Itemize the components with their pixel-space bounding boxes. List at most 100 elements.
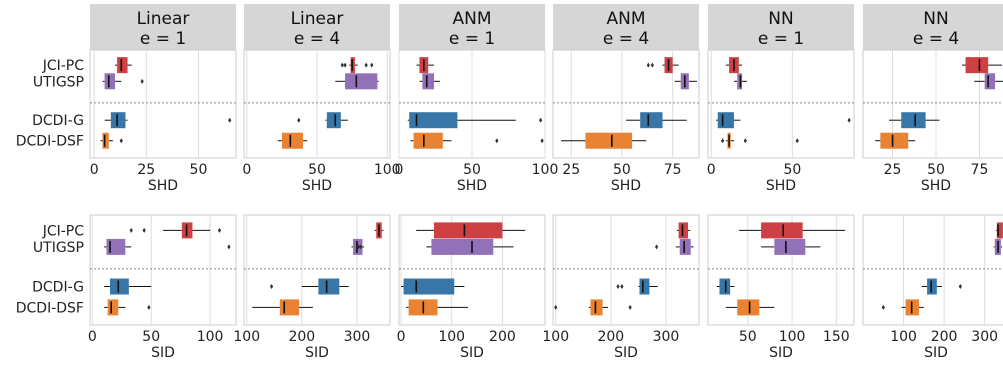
box-UTIGSP (654, 238, 694, 255)
panel-p8: 0 100 200 SID (397, 214, 546, 361)
box-UTIGSP (419, 73, 440, 90)
box-iqr (431, 238, 494, 255)
x-tick-label: 50 (463, 162, 481, 178)
x-axis-title: SHD (611, 178, 641, 194)
y-category-label: UTIGSP (33, 74, 84, 90)
x-tick-label: 50 (613, 162, 631, 178)
box-DCDI-G (407, 112, 543, 129)
panel-plot-area (552, 214, 700, 326)
x-tick-label: 100 (542, 329, 569, 345)
panel-title-strip (553, 4, 699, 50)
outlier-point (495, 138, 499, 144)
y-category-label: JCI-PC (42, 58, 85, 74)
panel-title-strip (863, 4, 1003, 50)
box-iqr (326, 112, 341, 129)
box-JCI-PC (646, 57, 679, 74)
outlier-point (217, 227, 222, 233)
box-DCDI-G (921, 278, 962, 295)
x-tick-label: 50 (927, 162, 945, 178)
box-DCDI-G (297, 112, 348, 129)
box-DCDI-DSF (554, 299, 632, 316)
panel-title-strip (90, 4, 236, 50)
box-iqr (433, 222, 503, 239)
x-axis-title: SID (305, 345, 329, 361)
outlier-point (881, 304, 885, 310)
y-category-label: DCDI-DSF (16, 134, 84, 150)
box-iqr (102, 132, 109, 149)
outlier-point (142, 227, 146, 233)
x-tick-label: 50 (308, 162, 326, 178)
box-JCI-PC (962, 57, 1003, 74)
x-tick-label: 50 (142, 329, 160, 345)
box-iqr (640, 112, 663, 129)
x-tick-label: 200 (288, 329, 315, 345)
x-axis-title: SID (614, 345, 638, 361)
box-iqr (281, 132, 303, 149)
x-tick-label: 50 (783, 162, 801, 178)
panel-plot-area (862, 214, 1003, 326)
box-iqr (318, 278, 340, 295)
box-iqr (639, 278, 650, 295)
box-iqr (880, 132, 909, 149)
outlier-point (370, 62, 374, 68)
box-DCDI-DSF (410, 132, 544, 149)
panel-title-line2: e = 1 (758, 29, 804, 49)
x-tick-label: 300 (344, 329, 371, 345)
outlier-point (721, 138, 725, 144)
outlier-point (646, 62, 650, 68)
box-iqr (106, 238, 126, 255)
box-JCI-PC (996, 222, 1003, 239)
x-axis-title: SID (151, 345, 175, 361)
x-tick-label: 200 (931, 329, 958, 345)
box-iqr (585, 132, 633, 149)
box-iqr (678, 222, 688, 239)
outlier-point (228, 117, 232, 123)
panel-plot-area (243, 214, 391, 326)
outlier-point (620, 284, 624, 289)
box-UTIGSP (733, 73, 747, 90)
box-iqr (965, 57, 989, 74)
box-iqr (413, 132, 443, 149)
box-UTIGSP (351, 238, 365, 255)
panel-title-line2: e = 4 (913, 29, 959, 49)
outlier-point (297, 117, 301, 123)
box-DCDI-G (626, 112, 687, 129)
panel-title-line1: Linear (291, 9, 344, 29)
box-DCDI-DSF (252, 299, 313, 316)
outlier-point (119, 138, 123, 144)
panel-title-strip (708, 4, 854, 50)
box-DCDI-G (716, 112, 851, 129)
x-tick-label: 0 (395, 162, 404, 178)
box-iqr (717, 112, 734, 129)
panel-title-line1: ANM (606, 9, 645, 29)
box-iqr (422, 73, 435, 90)
box-DCDI-G (716, 278, 735, 295)
row-labels: JCI-PCUTIGSPDCDI-GDCDI-DSFJCI-PCUTIGSPDC… (16, 58, 84, 316)
box-iqr (107, 299, 119, 316)
box-JCI-PC (129, 222, 222, 239)
x-tick-label: 100 (438, 329, 465, 345)
box-iqr (590, 299, 603, 316)
box-iqr (409, 112, 458, 129)
box-DCDI-DSF (725, 299, 775, 316)
box-DCDI-G (104, 278, 152, 295)
panel-title-strip (244, 4, 390, 50)
panel-plot-area (89, 49, 237, 159)
box-iqr (737, 73, 743, 90)
x-tick-label: 0 (242, 162, 251, 178)
outlier-point (227, 244, 231, 250)
box-DCDI-DSF (406, 299, 468, 316)
panel-title-strip (399, 4, 545, 50)
outlier-point (343, 62, 347, 68)
x-tick-label: 100 (532, 162, 559, 178)
box-UTIGSP (993, 238, 1003, 255)
x-tick-label: 150 (823, 329, 850, 345)
x-tick-label: 100 (197, 329, 224, 345)
box-iqr (110, 278, 129, 295)
box-JCI-PC (676, 222, 691, 239)
